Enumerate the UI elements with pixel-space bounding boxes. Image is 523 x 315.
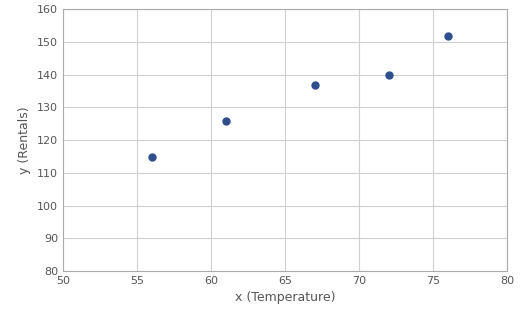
- Point: [311, 82, 319, 87]
- Y-axis label: y (Rentals): y (Rentals): [18, 106, 31, 174]
- Point: [222, 118, 230, 123]
- Point: [147, 154, 156, 159]
- Point: [444, 33, 452, 38]
- X-axis label: x (Temperature): x (Temperature): [235, 291, 335, 304]
- Point: [384, 72, 393, 77]
